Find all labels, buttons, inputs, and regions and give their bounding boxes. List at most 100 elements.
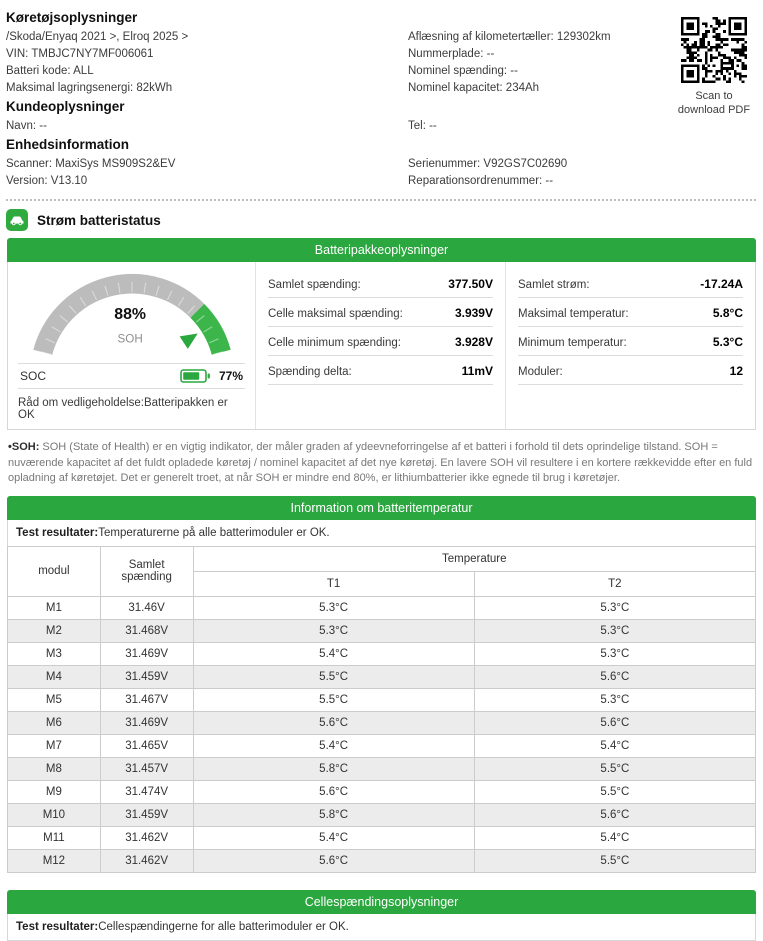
gauge-arc-gray bbox=[32, 274, 204, 355]
test-result-text: Temperaturerne på alle batterimoduler er… bbox=[98, 526, 330, 539]
cell-module: M2 bbox=[7, 618, 101, 643]
max-energy-line: Maksimal lagringsenergi: 82kWh bbox=[6, 82, 173, 94]
metric-row: Samlet spænding: 377.50V bbox=[268, 269, 493, 298]
cell-t1: 5.4°C bbox=[192, 641, 475, 666]
column-header-t2: T2 bbox=[473, 570, 757, 597]
vehicle-info-left: /Skoda/Enyaq 2021 >, Elroq 2025 > VIN: T… bbox=[6, 29, 408, 97]
metric-value: -17.24A bbox=[700, 277, 743, 291]
cell-module: M6 bbox=[7, 710, 101, 735]
table-row: M9 31.474V 5.6°C 5.5°C bbox=[7, 779, 757, 804]
test-result-label: Test resultater: bbox=[16, 526, 99, 539]
cell-t2: 5.5°C bbox=[473, 756, 757, 781]
cell-module: M7 bbox=[7, 733, 101, 758]
metric-label: Samlet strøm: bbox=[518, 279, 590, 291]
dotted-divider bbox=[6, 199, 756, 201]
table-row: M5 31.467V 5.5°C 5.3°C bbox=[7, 687, 757, 712]
cell-t1: 5.5°C bbox=[192, 664, 475, 689]
metric-label: Maksimal temperatur: bbox=[518, 308, 629, 320]
table-row: M12 31.462V 5.6°C 5.5°C bbox=[7, 848, 757, 873]
cell-t2: 5.6°C bbox=[473, 710, 757, 735]
report-title-text: Strøm batteristatus bbox=[37, 212, 161, 228]
battery-pack-panel: Batteripakkeoplysninger 88% SOH SOC bbox=[7, 238, 756, 431]
test-result-label: Test resultater: bbox=[16, 920, 99, 933]
temperature-table: modul Samlet spænding Temperature T1 T2 … bbox=[7, 545, 757, 873]
cell-module: M12 bbox=[7, 848, 101, 873]
metric-row: Moduler: 12 bbox=[518, 356, 743, 385]
soh-gauge: 88% SOH bbox=[32, 274, 231, 356]
metric-value: 11mV bbox=[461, 364, 493, 378]
gauge-ticks bbox=[40, 281, 223, 355]
vehicle-info-section: Køretøjsoplysninger /Skoda/Enyaq 2021 >,… bbox=[6, 10, 756, 97]
cell-module: M5 bbox=[7, 687, 101, 712]
cell-t1: 5.6°C bbox=[192, 710, 475, 735]
table-row: M11 31.462V 5.4°C 5.4°C bbox=[7, 825, 757, 850]
metric-row: Maksimal temperatur: 5.8°C bbox=[518, 298, 743, 327]
cell-t1: 5.3°C bbox=[192, 618, 475, 643]
soc-value: 77% bbox=[218, 369, 243, 384]
battery-code-line: Batteri kode: ALL bbox=[6, 65, 94, 77]
cell-module: M9 bbox=[7, 779, 101, 804]
customer-name-line: Navn: -- bbox=[6, 120, 47, 132]
cell-t2: 5.5°C bbox=[473, 779, 757, 804]
cell-voltage: 31.474V bbox=[99, 779, 194, 804]
metric-row: Minimum temperatur: 5.3°C bbox=[518, 327, 743, 356]
qr-caption: Scan to download PDF bbox=[677, 90, 751, 116]
serial-line: Serienummer: V92GS7C02690 bbox=[408, 158, 568, 170]
cell-t2: 5.3°C bbox=[473, 641, 757, 666]
metric-value: 5.8°C bbox=[712, 306, 743, 320]
pack-metrics-col1: Samlet spænding: 377.50V Celle maksimal … bbox=[255, 262, 505, 430]
plate-line: Nummerplade: -- bbox=[408, 48, 495, 60]
vehicle-info-title: Køretøjsoplysninger bbox=[6, 10, 138, 25]
metric-row: Celle minimum spænding: 3.928V bbox=[268, 327, 493, 356]
nominal-capacity-line: Nominel kapacitet: 234Ah bbox=[408, 82, 540, 94]
repair-order-line: Reparationsordrenummer: -- bbox=[408, 175, 554, 187]
cell-voltage: 31.469V bbox=[99, 710, 194, 735]
customer-tel-line: Tel: -- bbox=[408, 120, 437, 132]
cell-t1: 5.5°C bbox=[192, 687, 475, 712]
soh-note-text: SOH (State of Health) er en vigtig indik… bbox=[8, 441, 753, 485]
device-info-title: Enhedsinformation bbox=[6, 137, 130, 152]
table-row: M1 31.46V 5.3°C 5.3°C bbox=[7, 595, 757, 620]
column-header-t1: T1 bbox=[192, 570, 475, 597]
cell-t2: 5.4°C bbox=[473, 825, 757, 850]
qr-block: Scan to download PDF bbox=[671, 17, 757, 117]
cell-t1: 5.6°C bbox=[192, 779, 475, 804]
cell-voltage: 31.465V bbox=[99, 733, 194, 758]
cell-voltage-header: Cellespændingsoplysninger bbox=[7, 889, 756, 914]
metric-value: 3.939V bbox=[454, 306, 493, 320]
cell-t2: 5.3°C bbox=[473, 618, 757, 643]
cell-voltage-test-result: Test resultater:Cellespændingerne for al… bbox=[7, 913, 756, 941]
customer-info-section: Kundeoplysninger Navn: -- Tel: -- bbox=[6, 99, 756, 135]
metric-label: Minimum temperatur: bbox=[518, 337, 627, 349]
car-icon bbox=[6, 209, 28, 231]
temperature-panel: Information om batteritemperatur Test re… bbox=[7, 495, 757, 873]
cell-voltage: 31.468V bbox=[99, 618, 194, 643]
soh-note: •SOH: SOH (State of Health) er en vigtig… bbox=[8, 440, 754, 487]
table-header-row: modul Samlet spænding Temperature bbox=[7, 545, 756, 597]
cell-t2: 5.6°C bbox=[473, 664, 757, 689]
pack-metrics-col2: Samlet strøm: -17.24A Maksimal temperatu… bbox=[505, 262, 755, 430]
gauge-arc-green bbox=[189, 303, 231, 356]
temperature-test-result: Test resultater:Temperaturerne på alle b… bbox=[7, 519, 756, 546]
metric-row: Samlet strøm: -17.24A bbox=[518, 269, 743, 298]
cell-t1: 5.6°C bbox=[192, 848, 475, 873]
metric-label: Celle minimum spænding: bbox=[268, 337, 401, 349]
cell-voltage: 31.457V bbox=[99, 756, 194, 781]
metric-value: 5.3°C bbox=[712, 335, 743, 349]
soc-row: SOC 77% bbox=[18, 363, 245, 390]
cell-voltage-panel: Cellespændingsoplysninger Test resultate… bbox=[7, 889, 756, 941]
maintenance-advice: Råd om vedligeholdelse:Batteripakken er … bbox=[18, 397, 228, 422]
report-section-title: Strøm batteristatus bbox=[6, 209, 756, 231]
table-row: M2 31.468V 5.3°C 5.3°C bbox=[7, 618, 757, 643]
scanner-line: Scanner: MaxiSys MS909S2&EV bbox=[6, 158, 176, 170]
table-row: M3 31.469V 5.4°C 5.3°C bbox=[7, 641, 757, 666]
device-info-left: Scanner: MaxiSys MS909S2&EV Version: V13… bbox=[6, 156, 408, 190]
soh-value: 88% bbox=[114, 306, 146, 323]
soh-label: SOH bbox=[117, 333, 142, 346]
table-row: M4 31.459V 5.5°C 5.6°C bbox=[7, 664, 757, 689]
metric-row: Spænding delta: 11mV bbox=[268, 356, 493, 385]
metric-row: Celle maksimal spænding: 3.939V bbox=[268, 298, 493, 327]
cell-module: M4 bbox=[7, 664, 101, 689]
battery-icon bbox=[180, 369, 210, 383]
device-info-right: Serienummer: V92GS7C02690 Reparationsord… bbox=[408, 156, 756, 190]
